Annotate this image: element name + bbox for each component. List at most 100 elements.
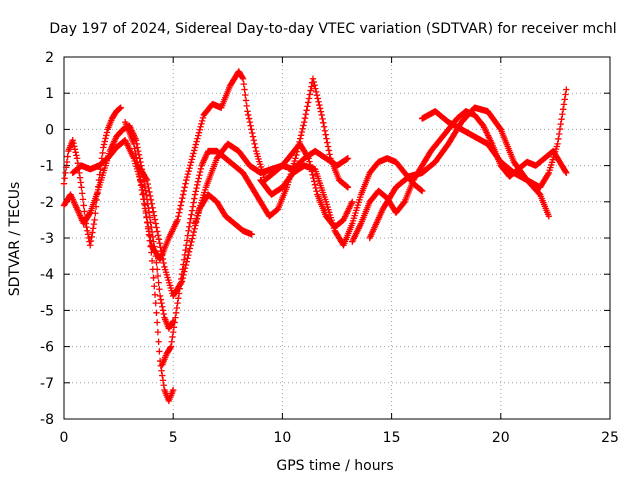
data-point [175, 209, 183, 216]
data-point [178, 275, 185, 283]
data-point [172, 314, 179, 321]
data-point [312, 184, 319, 192]
data-point [198, 117, 206, 125]
data-point [180, 261, 187, 268]
data-point [79, 196, 87, 203]
y-axis-label: SDTVAR / TECUs [7, 182, 23, 297]
grid-lines [64, 57, 610, 419]
data-point [183, 242, 190, 249]
data-point [73, 155, 81, 162]
data-point [91, 216, 98, 224]
data-point [559, 111, 566, 118]
data-point [103, 129, 111, 136]
series-arc-5 [135, 162, 256, 300]
data-point [62, 164, 70, 171]
data-point [190, 199, 197, 206]
data-point [344, 155, 352, 162]
data-point [343, 183, 351, 190]
data-point [181, 251, 189, 259]
data-point [144, 180, 151, 188]
data-point [169, 333, 176, 341]
data-point [131, 145, 138, 152]
data-point [194, 135, 201, 142]
series-arc-11 [418, 108, 553, 220]
data-point [562, 168, 569, 175]
data-point [313, 188, 320, 195]
data-point [180, 187, 188, 195]
data-point [189, 203, 197, 210]
data-point [183, 237, 191, 244]
data-point [70, 140, 77, 147]
data-point [153, 319, 161, 326]
data-point [184, 255, 191, 262]
data-point [117, 104, 124, 111]
data-point [172, 309, 180, 317]
data-point [78, 184, 85, 191]
y-tick-label: -5 [40, 303, 54, 319]
data-point [183, 173, 191, 181]
data-point [544, 170, 552, 178]
data-point [73, 152, 80, 159]
data-point [292, 155, 299, 162]
data-point [306, 158, 313, 165]
data-point [195, 132, 202, 139]
data-point [245, 115, 253, 122]
data-point [186, 219, 194, 226]
data-point [156, 240, 163, 247]
data-point [144, 223, 152, 231]
x-tick-label: 15 [383, 430, 401, 446]
data-point [89, 225, 97, 232]
series-arc-7 [191, 140, 352, 227]
data-point [133, 154, 140, 161]
y-tick-label: 1 [45, 86, 54, 102]
x-tick-label: 25 [601, 430, 619, 446]
data-point [130, 140, 138, 148]
data-point [155, 338, 162, 345]
chart-title: Day 197 of 2024, Sidereal Day-to-day VTE… [49, 21, 616, 37]
data-point [87, 237, 95, 245]
data-point [185, 227, 192, 234]
data-point [197, 165, 205, 173]
data-point [196, 126, 204, 133]
data-point [151, 291, 159, 298]
data-point [239, 75, 247, 82]
data-point [324, 143, 332, 150]
data-point [293, 151, 300, 159]
data-point [186, 245, 194, 252]
data-point [250, 137, 258, 144]
data-point [293, 148, 301, 155]
data-point [306, 91, 313, 98]
data-point [311, 82, 318, 89]
data-point [140, 195, 147, 203]
data-point [240, 80, 248, 88]
series-arc-6 [159, 75, 352, 368]
data-point [142, 175, 150, 182]
data-point [188, 156, 196, 163]
data-point [300, 122, 307, 129]
data-point [344, 184, 352, 191]
data-point [178, 271, 186, 278]
data-point [141, 200, 148, 207]
data-point [241, 86, 248, 93]
data-point [191, 191, 199, 198]
data-point [158, 247, 165, 255]
y-tick-label: -6 [40, 340, 54, 356]
data-point [252, 144, 259, 151]
data-point [326, 151, 333, 158]
data-point [545, 213, 553, 220]
data-point [296, 138, 303, 146]
data-point [187, 162, 194, 169]
data-point [180, 256, 188, 263]
data-point [147, 196, 155, 204]
data-point [556, 125, 564, 133]
data-point [99, 149, 106, 157]
data-point [170, 328, 177, 336]
data-point [150, 274, 157, 282]
data-point [305, 99, 312, 106]
data-point [149, 204, 156, 211]
data-point [297, 135, 304, 142]
data-point [179, 274, 186, 282]
data-point [134, 144, 141, 151]
data-point [317, 108, 325, 115]
